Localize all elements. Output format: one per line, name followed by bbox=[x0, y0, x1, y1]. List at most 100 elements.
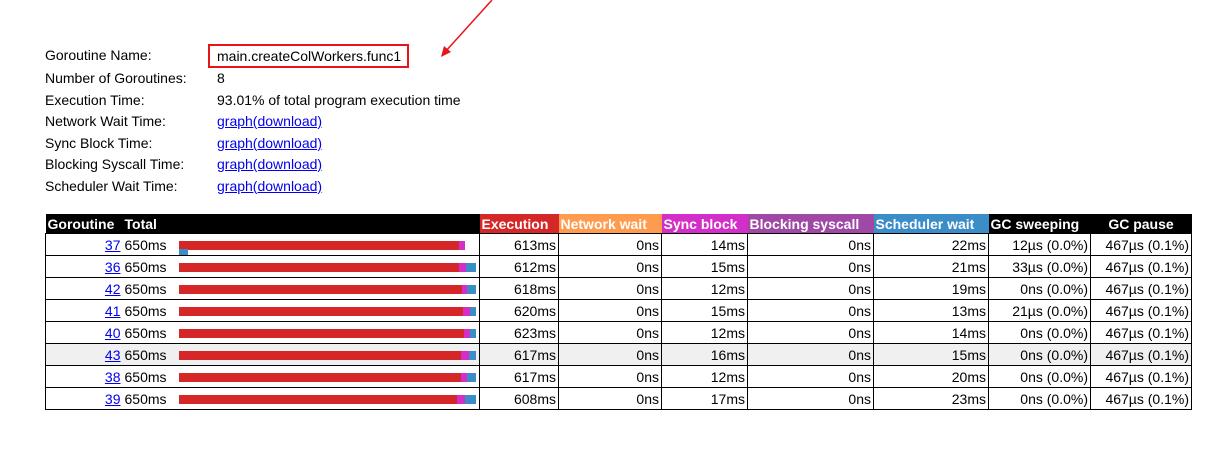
syscall-cell: 0ns bbox=[747, 299, 874, 322]
scheduler-wait-segment bbox=[467, 284, 477, 294]
header-gc-pause: GC pause bbox=[1090, 214, 1192, 234]
execution-time-value: 93.01% of total program execution time bbox=[217, 91, 461, 108]
execution-segment bbox=[178, 262, 460, 272]
goroutine-id-cell: 39 bbox=[45, 387, 123, 410]
network-cell: 0ns bbox=[558, 255, 662, 278]
goroutine-id-cell: 41 bbox=[45, 299, 123, 322]
network-wait-graph-link[interactable]: graph(download) bbox=[217, 113, 323, 129]
sync-block-segment bbox=[461, 284, 468, 294]
goroutine-id-cell: 37 bbox=[45, 233, 123, 256]
gcsweep-cell: 0ns (0.0%) bbox=[988, 387, 1091, 410]
goroutine-id-cell: 42 bbox=[45, 277, 123, 300]
goroutine-link[interactable]: 39 bbox=[104, 390, 121, 407]
header-total: Total bbox=[122, 214, 480, 234]
goroutine-link[interactable]: 37 bbox=[104, 236, 121, 253]
scheduler-wait-graph-link[interactable]: graph(download) bbox=[217, 177, 323, 194]
blocking-syscall-label: Blocking Syscall Time: bbox=[45, 156, 185, 172]
network-cell: 0ns bbox=[558, 299, 662, 322]
blocking-syscall-graph-link[interactable]: graph(download) bbox=[217, 156, 323, 172]
total-cell: 650ms bbox=[122, 277, 178, 300]
syscall-cell: 0ns bbox=[747, 277, 874, 300]
header-sync-block: Sync block bbox=[661, 214, 748, 234]
scheduler-wait-segment bbox=[465, 394, 476, 404]
execution-cell: 620ms bbox=[479, 299, 559, 322]
sched-cell: 20ms bbox=[873, 365, 989, 388]
goroutine-link[interactable]: 38 bbox=[104, 368, 121, 385]
time-breakdown-bar bbox=[177, 365, 480, 388]
time-breakdown-bar bbox=[177, 387, 480, 410]
time-breakdown-bar bbox=[177, 233, 480, 256]
table-row: 40 650ms 623ms 0ns 12ms 0ns 14ms 0ns (0.0%) 467µ… bbox=[45, 321, 1192, 344]
goroutine-link[interactable]: 41 bbox=[104, 302, 121, 319]
goroutine-count-label: Number of Goroutines: bbox=[45, 70, 187, 86]
scheduler-wait-segment bbox=[465, 262, 476, 272]
table-row: 37 650ms 613ms 0ns 14ms 0ns 22ms 12µs (0.0%) 467… bbox=[45, 233, 1192, 256]
syscall-cell: 0ns bbox=[747, 255, 874, 278]
execution-segment bbox=[178, 394, 458, 404]
goroutine-link[interactable]: 43 bbox=[104, 346, 121, 363]
execution-segment bbox=[178, 372, 462, 382]
syscall-cell: 0ns bbox=[747, 343, 874, 366]
sched-cell: 22ms bbox=[873, 233, 989, 256]
scheduler-wait-segment bbox=[468, 350, 476, 360]
sync-block-segment bbox=[461, 372, 467, 382]
header-blocking-syscall: Blocking syscall bbox=[747, 214, 874, 234]
network-cell: 0ns bbox=[558, 387, 662, 410]
syscall-cell: 0ns bbox=[747, 387, 874, 410]
execution-segment bbox=[178, 284, 462, 294]
sync-cell: 12ms bbox=[661, 321, 748, 344]
total-cell: 650ms bbox=[122, 233, 178, 256]
sync-cell: 12ms bbox=[661, 277, 748, 300]
goroutine-id-cell: 36 bbox=[45, 255, 123, 278]
goroutine-count-value: 8 bbox=[217, 70, 225, 86]
sync-block-segment bbox=[461, 350, 469, 360]
total-cell: 650ms bbox=[122, 365, 178, 388]
goroutine-id-cell: 40 bbox=[45, 321, 123, 344]
syscall-cell: 0ns bbox=[747, 365, 874, 388]
sync-cell: 14ms bbox=[661, 233, 748, 256]
gcpause-cell: 467µs (0.1%) bbox=[1090, 343, 1192, 366]
gcsweep-cell: 0ns (0.0%) bbox=[988, 321, 1091, 344]
time-breakdown-bar bbox=[177, 321, 480, 344]
sync-block-graph-link[interactable]: graph(download) bbox=[217, 134, 323, 151]
network-cell: 0ns bbox=[558, 277, 662, 300]
sync-block-label: Sync Block Time: bbox=[45, 134, 153, 151]
network-cell: 0ns bbox=[558, 321, 662, 344]
goroutine-link[interactable]: 40 bbox=[104, 324, 121, 341]
goroutine-table: Goroutine Total Execution Network wait S… bbox=[45, 214, 1192, 410]
gcsweep-cell: 33µs (0.0%) bbox=[988, 255, 1091, 278]
execution-segment bbox=[178, 306, 463, 316]
syscall-cell: 0ns bbox=[747, 233, 874, 256]
header-network-wait: Network wait bbox=[558, 214, 662, 234]
execution-cell: 608ms bbox=[479, 387, 559, 410]
syscall-cell: 0ns bbox=[747, 321, 874, 344]
table-row: 36 650ms 612ms 0ns 15ms 0ns 21ms 33µs (0.0%) 467… bbox=[45, 255, 1192, 278]
sync-block-segment bbox=[464, 328, 470, 338]
goroutine-link[interactable]: 36 bbox=[104, 258, 121, 275]
goroutine-name-label: Goroutine Name: bbox=[45, 47, 152, 64]
gcpause-cell: 467µs (0.1%) bbox=[1090, 255, 1192, 278]
table-row: 39 650ms 608ms 0ns 17ms 0ns 23ms 0ns (0.0%) 467µ… bbox=[45, 387, 1192, 410]
network-cell: 0ns bbox=[558, 343, 662, 366]
goroutine-link[interactable]: 42 bbox=[104, 280, 121, 297]
sched-cell: 14ms bbox=[873, 321, 989, 344]
gcpause-cell: 467µs (0.1%) bbox=[1090, 321, 1192, 344]
total-cell: 650ms bbox=[122, 255, 178, 278]
execution-cell: 613ms bbox=[479, 233, 559, 256]
total-cell: 650ms bbox=[122, 299, 178, 322]
goroutine-id-cell: 43 bbox=[45, 343, 123, 366]
time-breakdown-bar bbox=[177, 255, 480, 278]
header-gc-sweeping: GC sweeping bbox=[988, 214, 1091, 234]
total-cell: 650ms bbox=[122, 387, 178, 410]
goroutine-name-value: main.createColWorkers.func1 bbox=[208, 44, 410, 68]
sched-cell: 15ms bbox=[873, 343, 989, 366]
sync-cell: 15ms bbox=[661, 299, 748, 322]
table-row: 42 650ms 618ms 0ns 12ms 0ns 19ms 0ns (0.0%) 467µ… bbox=[45, 277, 1192, 300]
gcsweep-cell: 12µs (0.0%) bbox=[988, 233, 1091, 256]
scheduler-wait-label: Scheduler Wait Time: bbox=[45, 177, 178, 194]
execution-cell: 617ms bbox=[479, 343, 559, 366]
sched-cell: 23ms bbox=[873, 387, 989, 410]
gcpause-cell: 467µs (0.1%) bbox=[1090, 365, 1192, 388]
sync-cell: 15ms bbox=[661, 255, 748, 278]
execution-time-label: Execution Time: bbox=[45, 91, 145, 108]
